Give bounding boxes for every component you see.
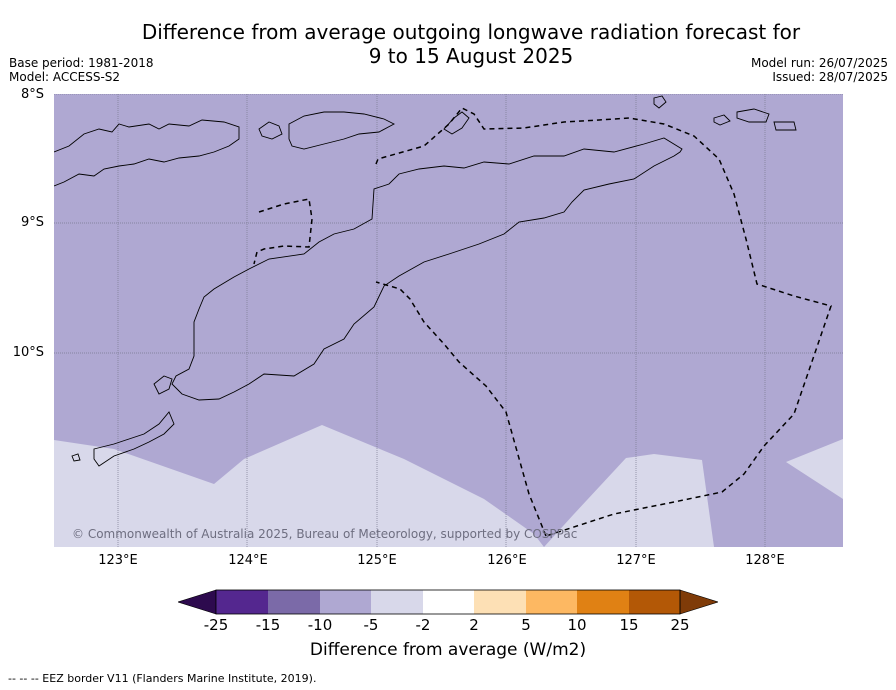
lon-label-127e: 127°E — [616, 553, 656, 568]
anomaly-region-sw — [54, 425, 544, 547]
wetar-coastline — [258, 121, 283, 140]
colorbar-bin-6 — [474, 590, 526, 614]
lon-label-125e: 125°E — [357, 553, 397, 568]
semau-coastline — [153, 375, 173, 395]
lon-label-124e: 124°E — [228, 553, 268, 568]
colorbar-bin-3 — [320, 590, 371, 614]
colorbar-tick-2: -15 — [255, 616, 281, 634]
model-info: Base period: 1981-2018 Model: ACCESS-S2 — [9, 56, 154, 84]
colorbar-tick-5: -2 — [415, 616, 431, 634]
small-island-2 — [736, 108, 770, 123]
colorbar-tick-9: 15 — [619, 616, 639, 634]
northern-islands-coastline — [54, 119, 240, 187]
colorbar-label: Difference from average (W/m2) — [309, 640, 587, 660]
eez-border-oecusse — [253, 198, 313, 265]
colorbar — [178, 589, 718, 615]
colorbar-tick-10: 25 — [670, 616, 690, 634]
anomaly-region-se — [786, 439, 843, 499]
issued-date: Issued: 28/07/2025 — [772, 70, 888, 84]
colorbar-tick-3: -10 — [307, 616, 333, 634]
eez-border-north — [375, 107, 832, 537]
colorbar-bin-7 — [526, 590, 577, 614]
eez-border-timor-south — [375, 281, 547, 537]
small-island-1 — [653, 95, 667, 109]
copyright-text: © Commonwealth of Australia 2025, Bureau… — [72, 527, 577, 541]
lat-label-10s: 10°S — [12, 345, 44, 360]
timor-coastline — [171, 137, 683, 401]
colorbar-bin-8 — [577, 590, 629, 614]
title-line-2: 9 to 15 August 2025 — [368, 44, 574, 68]
coastlines — [54, 95, 797, 467]
colorbar-bin-5 — [423, 590, 474, 614]
base-period: Base period: 1981-2018 — [9, 56, 154, 70]
colorbar-extend-max — [679, 589, 718, 615]
roti-coastline — [93, 411, 175, 467]
lat-label-8s: 8°S — [20, 87, 44, 102]
anomaly-region-sc — [544, 454, 714, 547]
colorbar-tick-8: 10 — [567, 616, 587, 634]
chart-title: Difference from average outgoing longwav… — [0, 20, 896, 68]
colorbar-tick-6: 2 — [469, 616, 479, 634]
colorbar-bin-4 — [371, 590, 423, 614]
small-island-3 — [773, 121, 797, 131]
map-panel: © Commonwealth of Australia 2025, Bureau… — [54, 94, 843, 547]
colorbar-tick-1: -25 — [203, 616, 229, 634]
eez-footnote: -- -- -- EEZ border V11 (Flanders Marine… — [8, 672, 317, 685]
map-background-fill — [54, 94, 843, 547]
lon-label-123e: 123°E — [98, 553, 138, 568]
colorbar-bin-1 — [216, 590, 268, 614]
lat-label-9s: 9°S — [20, 215, 44, 230]
alor-coastline — [288, 111, 395, 150]
model-run-date: Model run: 26/07/2025 — [750, 56, 888, 70]
small-island-4 — [713, 114, 731, 126]
run-info: Model run: 26/07/2025 Issued: 28/07/2025 — [751, 56, 888, 84]
colorbar-tick-7: 5 — [521, 616, 531, 634]
graticule — [54, 94, 843, 547]
lon-label-128e: 128°E — [745, 553, 785, 568]
eez-borders — [253, 107, 832, 537]
colorbar-bin-9 — [629, 590, 680, 614]
colorbar-bin-2 — [268, 590, 320, 614]
model-name: Model: ACCESS-S2 — [9, 70, 121, 84]
lon-label-126e: 126°E — [487, 553, 527, 568]
colorbar-tick-4: -5 — [363, 616, 379, 634]
title-line-1: Difference from average outgoing longwav… — [141, 20, 801, 44]
colorbar-outline — [215, 589, 681, 615]
colorbar-extend-min — [178, 589, 217, 615]
ndao-coastline — [71, 453, 81, 462]
